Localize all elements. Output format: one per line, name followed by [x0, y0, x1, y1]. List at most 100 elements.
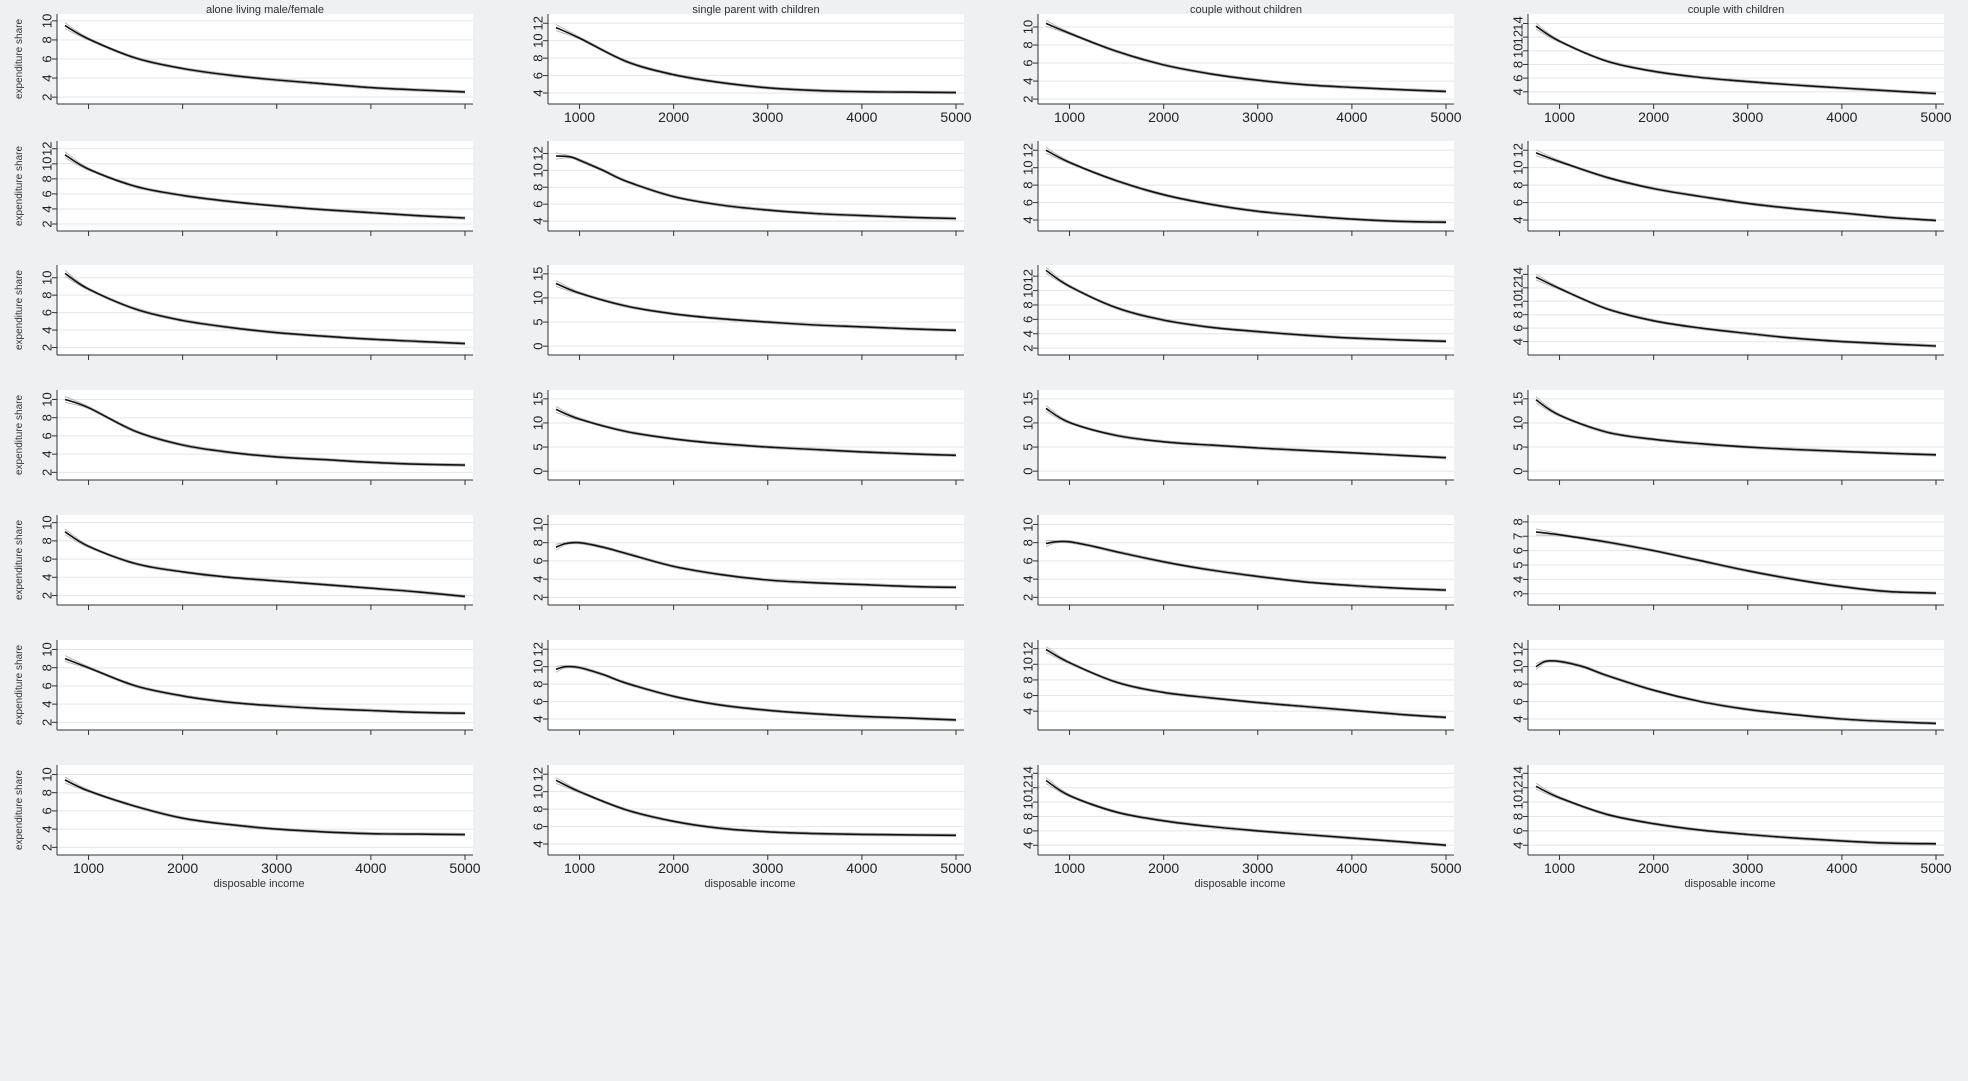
x-tick-label: 5000	[940, 860, 971, 876]
chart-panel-r4-c4: 0 5 10 15	[1510, 390, 1944, 485]
x-tick-label: 3000	[1732, 860, 1763, 876]
upper-band-line	[555, 406, 957, 455]
x-axis-title: disposable income	[213, 878, 304, 890]
upper-band-line	[1535, 149, 1937, 220]
lower-band-line	[64, 534, 466, 599]
y-tick-label: 8	[1510, 681, 1525, 688]
y-tick-label: 0	[530, 468, 545, 475]
x-tick-label: 3000	[261, 860, 292, 876]
chart-panel-r4-c3: 0 5 10 15	[1020, 390, 1454, 485]
y-tick-label: 4	[1020, 216, 1035, 223]
series-line	[64, 779, 466, 836]
y-tick-label: 14	[1510, 267, 1525, 281]
x-tick-label: 5000	[1430, 860, 1461, 876]
y-tick-label: 0	[530, 343, 545, 350]
x-tick-label: 2000	[1638, 109, 1669, 125]
y-tick-label: 12	[1020, 641, 1035, 655]
series-line	[64, 657, 466, 714]
upper-band-line	[555, 152, 957, 218]
lower-band-line	[555, 30, 957, 95]
y-tick-label: 6	[39, 432, 54, 439]
y-tick-label: 12	[1510, 143, 1525, 157]
y-tick-label: 4	[39, 451, 54, 458]
y-axis-title: expenditure share	[14, 146, 25, 226]
lower-band-line	[1045, 152, 1447, 224]
y-tick-label: 10	[39, 14, 54, 28]
x-tick-label: 1000	[1544, 860, 1575, 876]
x-axis-title: disposable income	[704, 878, 795, 890]
x-tick-label: 3000	[1242, 109, 1273, 125]
y-tick-label: 4	[1510, 576, 1525, 583]
y-tick-label: 2	[1020, 95, 1035, 102]
y-tick-label: 4	[530, 840, 545, 847]
lower-band-line	[1045, 25, 1447, 94]
series-line	[1045, 149, 1447, 223]
upper-band-line	[1045, 267, 1447, 341]
y-tick-label: 10	[1020, 795, 1035, 809]
lower-band-line	[64, 401, 466, 467]
y-tick-label: 8	[1020, 539, 1035, 546]
lower-band-line	[64, 661, 466, 715]
y-tick-label: 12	[1510, 642, 1525, 656]
y-tick-label: 7	[1510, 533, 1525, 540]
y-tick-label: 10	[39, 642, 54, 656]
y-tick-label: 15	[1020, 392, 1035, 406]
y-tick-label: 12	[530, 146, 545, 160]
y-tick-label: 4	[1510, 842, 1525, 849]
upper-band-line	[555, 664, 957, 720]
series-line	[555, 665, 957, 721]
series-line	[1535, 660, 1937, 725]
y-tick-label: 10	[1510, 160, 1525, 174]
y-tick-label: 4	[39, 74, 54, 81]
upper-band-line	[1535, 528, 1937, 593]
lower-band-line	[1045, 651, 1447, 720]
chart-panel-r5-c3: 2 4 6 8 10	[1020, 515, 1454, 610]
lower-band-line	[64, 275, 466, 346]
y-tick-label: 10	[1020, 283, 1035, 297]
upper-band-line	[64, 269, 466, 343]
upper-band-line	[1045, 405, 1447, 457]
y-tick-label: 8	[1020, 41, 1035, 48]
lower-band-line	[1535, 279, 1937, 348]
y-axis-title: expenditure share	[14, 270, 25, 350]
upper-band-line	[1535, 22, 1937, 93]
y-tick-label: 4	[530, 576, 545, 583]
series-line	[1535, 531, 1937, 594]
y-tick-label: 8	[1020, 813, 1035, 820]
lower-band-line	[1535, 402, 1937, 457]
chart-panel-r6-c4: 4 6 8 10 12	[1510, 640, 1944, 735]
column-title: single parent with children	[692, 4, 819, 16]
y-tick-label: 8	[530, 681, 545, 688]
y-axis-title: expenditure share	[14, 19, 25, 99]
y-tick-label: 12	[1510, 30, 1525, 44]
y-tick-label: 0	[1510, 468, 1525, 475]
series-line	[1535, 276, 1937, 347]
x-axis-title: disposable income	[1194, 878, 1285, 890]
y-tick-label: 8	[1020, 676, 1035, 683]
y-tick-label: 10	[1510, 416, 1525, 430]
y-tick-label: 12	[1510, 281, 1525, 295]
plot-area	[548, 515, 964, 605]
y-tick-label: 2	[39, 719, 54, 726]
series-line	[555, 155, 957, 220]
x-tick-label: 1000	[564, 860, 595, 876]
plot-area	[548, 765, 964, 855]
series-line	[1535, 785, 1937, 845]
y-tick-label: 8	[39, 664, 54, 671]
y-tick-label: 6	[1020, 59, 1035, 66]
y-tick-label: 2	[1020, 594, 1035, 601]
chart-panel-r4-c1: 2 4 6 8 10 expenditure share	[14, 390, 473, 485]
plot-area	[1038, 141, 1454, 231]
lower-band-line	[555, 667, 957, 722]
chart-panel-r7-c2: 4 6 8 10 12 1000 2000 3000 4000 5000 disposable in…	[530, 765, 972, 890]
x-tick-label: 2000	[658, 860, 689, 876]
y-tick-label: 10	[1020, 657, 1035, 671]
plot-area	[57, 141, 473, 231]
y-tick-label: 2	[39, 469, 54, 476]
y-tick-label: 10	[1020, 160, 1035, 174]
y-tick-label: 4	[1020, 708, 1035, 715]
x-tick-label: 3000	[752, 860, 783, 876]
y-tick-label: 6	[39, 807, 54, 814]
